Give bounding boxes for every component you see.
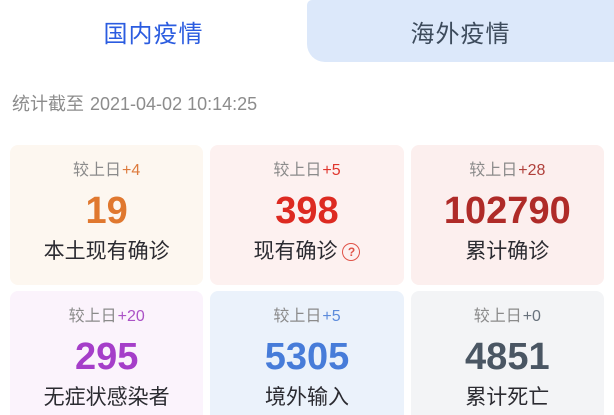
stat-cards-grid: 较上日+4 19 本土现有确诊 较上日+5 398 现有确诊 ? 较上日+28 …: [10, 145, 604, 415]
tab-overseas-epidemic[interactable]: 海外疫情: [307, 0, 614, 62]
stat-label: 累计死亡: [465, 386, 550, 409]
stat-value: 19: [85, 190, 128, 232]
delta-label: 较上日: [473, 308, 522, 325]
stat-label: 现有确诊: [253, 240, 338, 263]
stat-card: 较上日+20 295 无症状感染者: [10, 291, 204, 415]
delta-label: 较上日: [273, 308, 322, 325]
stat-value: 5305: [264, 336, 350, 378]
stat-card: 较上日+5 398 现有确诊 ?: [210, 145, 404, 285]
stat-label: 本土现有确诊: [43, 240, 170, 263]
stat-label-row: 现有确诊 ?: [253, 239, 361, 265]
stat-label-row: 无症状感染者: [44, 385, 170, 411]
stats-timestamp-prefix: 统计截至: [12, 94, 84, 114]
stats-timestamp: 统计截至 2021-04-02 10:14:25: [12, 92, 614, 116]
stat-card: 较上日+5 5305 境外输入: [210, 291, 404, 415]
stat-label: 无症状感染者: [43, 386, 170, 409]
tab-domestic-epidemic[interactable]: 国内疫情: [0, 0, 307, 62]
stat-value: 398: [275, 190, 339, 232]
stat-label-row: 累计确诊: [465, 239, 549, 265]
tab-domestic-label: 国内疫情: [103, 20, 204, 48]
delta-value: +0: [522, 308, 541, 325]
delta-row: 较上日+0: [474, 307, 541, 327]
delta-label: 较上日: [273, 162, 322, 179]
stat-label: 累计确诊: [465, 240, 550, 263]
delta-label: 较上日: [469, 162, 518, 179]
delta-label: 较上日: [73, 162, 122, 179]
tab-bar: 国内疫情 海外疫情: [0, 0, 614, 62]
stats-timestamp-datetime: 2021-04-02 10:14:25: [90, 94, 258, 114]
stat-value: 102790: [443, 190, 571, 232]
delta-row: 较上日+28: [469, 161, 545, 181]
stat-card: 较上日+28 102790 累计确诊: [410, 145, 604, 285]
stat-card: 较上日+0 4851 累计死亡: [410, 291, 604, 415]
delta-value: +20: [117, 308, 145, 325]
delta-value: +5: [322, 162, 341, 179]
stat-label-row: 境外输入: [265, 385, 349, 411]
delta-row: 较上日+5: [273, 307, 340, 327]
delta-value: +28: [518, 162, 546, 179]
stat-value: 295: [74, 336, 139, 378]
stat-label-row: 累计死亡: [465, 385, 549, 411]
stat-value: 4851: [465, 336, 550, 378]
tab-overseas-label: 海外疫情: [410, 20, 511, 48]
delta-label: 较上日: [68, 308, 117, 325]
delta-row: 较上日+20: [69, 307, 145, 327]
delta-value: +4: [122, 162, 141, 179]
delta-row: 较上日+5: [273, 161, 340, 181]
delta-value: +5: [322, 308, 341, 325]
stat-card: 较上日+4 19 本土现有确诊: [10, 145, 204, 285]
stat-label-row: 本土现有确诊: [44, 239, 170, 265]
stat-label: 境外输入: [264, 386, 349, 409]
delta-row: 较上日+4: [73, 161, 140, 181]
help-icon[interactable]: ?: [342, 243, 361, 261]
